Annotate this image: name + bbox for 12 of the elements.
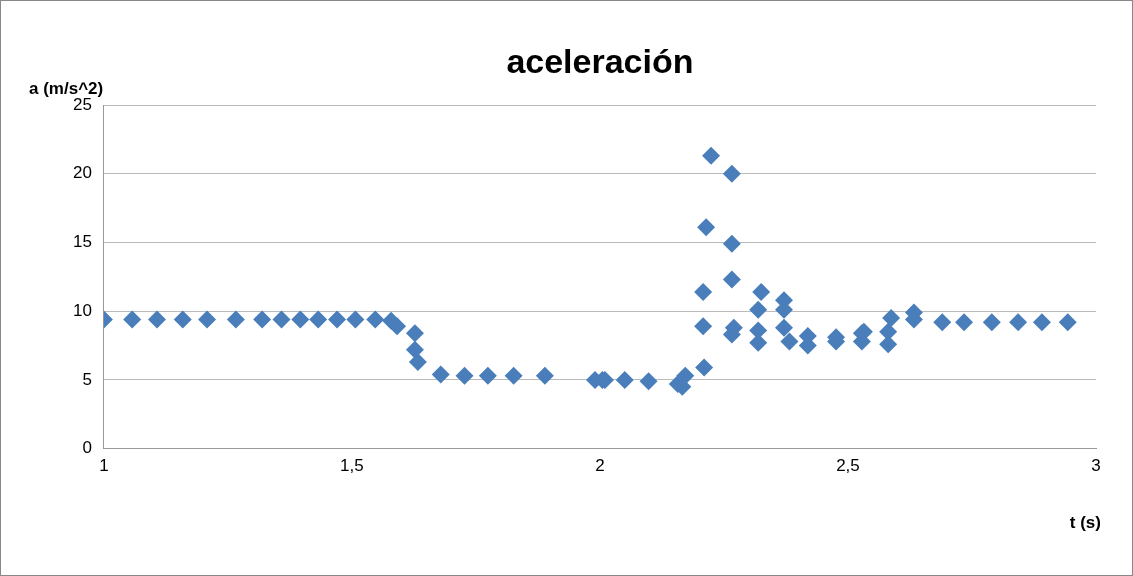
- y-tick-label: 15: [72, 232, 92, 252]
- x-tick-label: 1,5: [340, 456, 364, 476]
- y-tick-label: 0: [82, 438, 92, 458]
- y-tick-label: 5: [82, 369, 92, 389]
- y-tick-label: 20: [72, 163, 92, 183]
- x-axis-title: t (s): [1069, 512, 1101, 532]
- x-tick-label: 2: [595, 456, 605, 476]
- chart-title: aceleración: [506, 42, 694, 81]
- x-tick-label: 2,5: [836, 456, 860, 476]
- y-tick-label: 10: [72, 300, 92, 320]
- x-tick-label: 3: [1091, 456, 1101, 476]
- x-tick-label: 1: [99, 456, 109, 476]
